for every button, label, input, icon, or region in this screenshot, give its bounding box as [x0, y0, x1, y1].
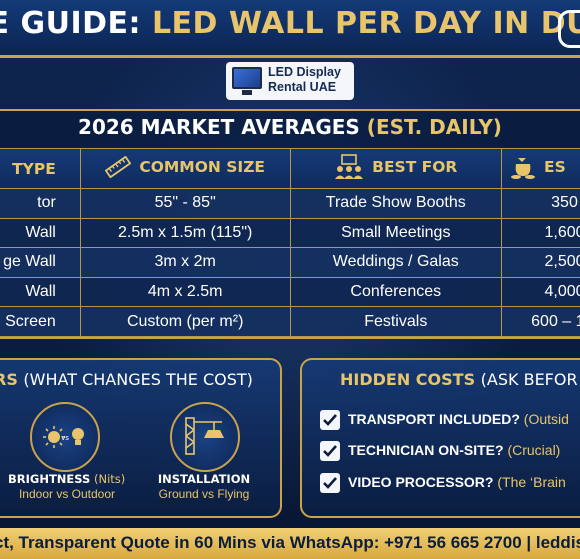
installation-title-bold: INSTALLATION: [157, 472, 251, 486]
header-est-price: ES: [501, 148, 580, 189]
ruler-icon: [105, 155, 132, 178]
installation-sub: Ground vs Flying: [158, 487, 250, 501]
cell-best-for: Festivals: [289, 306, 503, 337]
cell-price: 4,000: [501, 276, 580, 308]
cell-type: Wall: [25, 223, 56, 241]
cell-size: 4m x 2.5m: [79, 276, 291, 308]
cost-factors-heading-white: (WHAT CHANGES THE COST): [23, 370, 253, 389]
contact-footer: ct, Transparent Quote in 60 Mins via Wha…: [0, 528, 580, 559]
header-best-for-label: BEST FOR: [372, 157, 458, 176]
cell-type: Wall: [25, 283, 56, 301]
year-badge-icon: [558, 10, 580, 48]
table-title: 2026 MARKET AVERAGES (EST. DAILY): [0, 115, 580, 139]
table-title-gold: (EST. DAILY): [366, 115, 502, 139]
checkbox-check-icon: [320, 410, 340, 430]
hidden-cost-label: TECHNICIAN ON-SITE?: [348, 442, 504, 458]
cell-best-for: Small Meetings: [289, 217, 503, 249]
cell-size: 3m x 2m: [79, 247, 291, 278]
title-white-part: CE GUIDE:: [0, 6, 141, 41]
header-type: TYPE: [0, 148, 81, 189]
brand-logo: LED Display Rental UAE: [226, 62, 354, 100]
table-row: tor 55" - 85" Trade Show Booths 350: [0, 188, 580, 219]
brightness-sub: Indoor vs Outdoor: [18, 487, 116, 501]
hidden-costs-heading-gold: HIDDEN COSTS: [340, 370, 481, 389]
cell-price: 350: [501, 188, 580, 219]
logo-line-1: LED Display: [268, 65, 341, 79]
hidden-cost-label: TRANSPORT INCLUDED?: [348, 411, 520, 427]
header-common-size-label: COMMON SIZE: [139, 157, 266, 176]
hidden-cost-note: (Crucial): [503, 442, 561, 458]
hidden-costs-heading: HIDDEN COSTS (ASK BEFOR: [340, 360, 578, 400]
hidden-cost-label: VIDEO PROCESSOR?: [348, 474, 494, 490]
brightness-title-bold: BRIGHTNESS: [8, 472, 91, 486]
hidden-costs-heading-white: (ASK BEFOR: [480, 370, 578, 389]
cell-size: 55" - 85": [79, 188, 291, 219]
table-title-white: 2026 MARKET AVERAGES: [78, 115, 367, 139]
truss-icon: [185, 417, 224, 455]
installation-title: INSTALLATION: [144, 472, 264, 486]
monitor-icon: [232, 67, 262, 89]
cost-factors-heading-gold: RS: [0, 370, 18, 389]
cell-type: tor: [37, 194, 56, 212]
monitor-stand: [242, 90, 252, 95]
checkbox-check-icon: [320, 473, 340, 493]
cell-type: ge Wall: [3, 253, 56, 271]
cell-size: Custom (per m²): [79, 306, 291, 337]
table-row: Wall 4m x 2.5m Conferences 4,000: [0, 276, 580, 308]
cell-type: Screen: [5, 312, 56, 330]
logo-text: LED Display Rental UAE: [268, 65, 341, 95]
header-best-for: BEST FOR: [289, 148, 503, 189]
sun-bulb-icon: vs: [43, 426, 84, 448]
checkbox-check-icon: [320, 441, 340, 461]
cell-best-for: Weddings / Galas: [289, 247, 503, 278]
table-row: Wall 2.5m x 1.5m (115") Small Meetings 1…: [0, 217, 580, 249]
money-bag-icon: [511, 157, 536, 179]
contact-footer-text[interactable]: ct, Transparent Quote in 60 Mins via Wha…: [0, 533, 580, 552]
cell-best-for: Trade Show Booths: [289, 188, 503, 219]
title-gold-part: LED WALL PER DAY IN DUBAI: [151, 6, 580, 41]
cell-price: 2,500: [501, 247, 580, 278]
table-header-row: TYPE: [0, 148, 580, 189]
cost-factors-heading: RS (WHAT CHANGES THE COST): [0, 360, 253, 400]
logo-line-2: Rental UAE: [268, 80, 337, 94]
cell-best-for: Conferences: [289, 276, 503, 308]
header-est-price-label: ES: [544, 157, 566, 176]
price-table: TYPE: [0, 148, 580, 337]
cell-price: 1,600: [501, 217, 580, 249]
title-banner: CE GUIDE: LED WALL PER DAY IN DUBAI (: [0, 0, 580, 58]
brightness-title: BRIGHTNESS (Nits): [8, 472, 126, 486]
vs-label: vs: [61, 434, 69, 442]
table-row: ge Wall 3m x 2m Weddings / Galas 2,500: [0, 247, 580, 278]
brightness-title-rest: (Nits): [90, 472, 126, 486]
hidden-costs-panel: [300, 358, 580, 518]
brightness-circle: vs: [30, 402, 100, 472]
cell-size: 2.5m x 1.5m (115"): [79, 217, 291, 249]
audience-icon: [335, 153, 364, 179]
table-row: Screen Custom (per m²) Festivals 600 – 1…: [0, 306, 580, 337]
page-title: CE GUIDE: LED WALL PER DAY IN DUBAI (: [0, 6, 580, 41]
header-common-size: COMMON SIZE: [79, 148, 291, 189]
hidden-cost-note: (Outsid: [519, 411, 569, 427]
cell-price: 600 – 1,0: [501, 306, 580, 337]
hidden-cost-note: (The ‘Brain: [493, 474, 566, 490]
installation-circle: [170, 402, 240, 472]
